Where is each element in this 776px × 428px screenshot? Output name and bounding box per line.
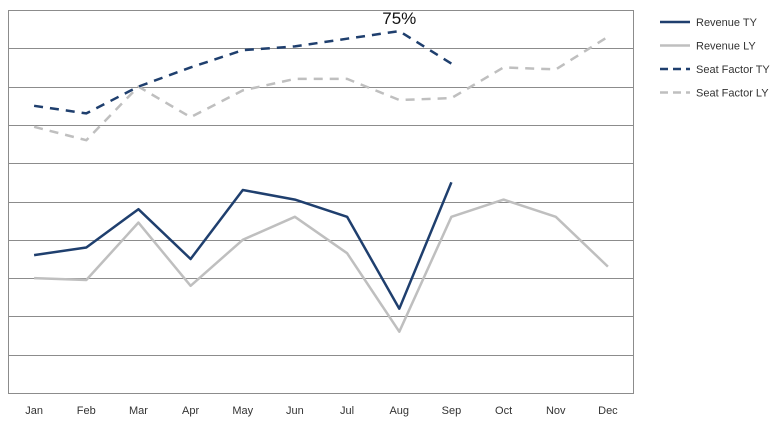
- legend-label: Seat Factor TY: [696, 64, 770, 76]
- x-tick-label: Jul: [340, 405, 354, 417]
- x-axis-tick-labels: Jan Feb Mar Apr May Jun Jul Aug Sep Oct Nov Dec: [25, 405, 618, 417]
- gridlines: [8, 10, 634, 394]
- x-tick-label: Jun: [286, 405, 304, 417]
- x-tick-label: Aug: [389, 405, 409, 417]
- x-tick-label: Oct: [495, 405, 512, 417]
- series-line-revenue-ty: [33, 181, 453, 310]
- series-lines: [33, 29, 609, 333]
- x-tick-label: Dec: [598, 405, 618, 417]
- legend-label: Seat Factor LY: [696, 88, 769, 100]
- annotations: 75%: [382, 9, 416, 28]
- x-tick-label: Sep: [442, 405, 462, 417]
- legend-label: Revenue TY: [696, 17, 758, 29]
- x-tick-label: Nov: [546, 405, 566, 417]
- legend-label: Revenue LY: [696, 41, 756, 53]
- series-line-seat-factor-ly: [33, 35, 609, 142]
- x-tick-label: Jan: [25, 405, 43, 417]
- series-line-seat-factor-ty: [33, 29, 453, 115]
- legend: Revenue TY Revenue LY Seat Factor TY Seat F…: [660, 17, 770, 100]
- x-tick-label: Feb: [77, 405, 96, 417]
- x-tick-label: Mar: [129, 405, 148, 417]
- data-label-annotation: 75%: [382, 9, 416, 28]
- x-tick-label: Apr: [182, 405, 199, 417]
- x-tick-label: May: [232, 405, 253, 417]
- series-line-revenue-ly: [34, 198, 609, 333]
